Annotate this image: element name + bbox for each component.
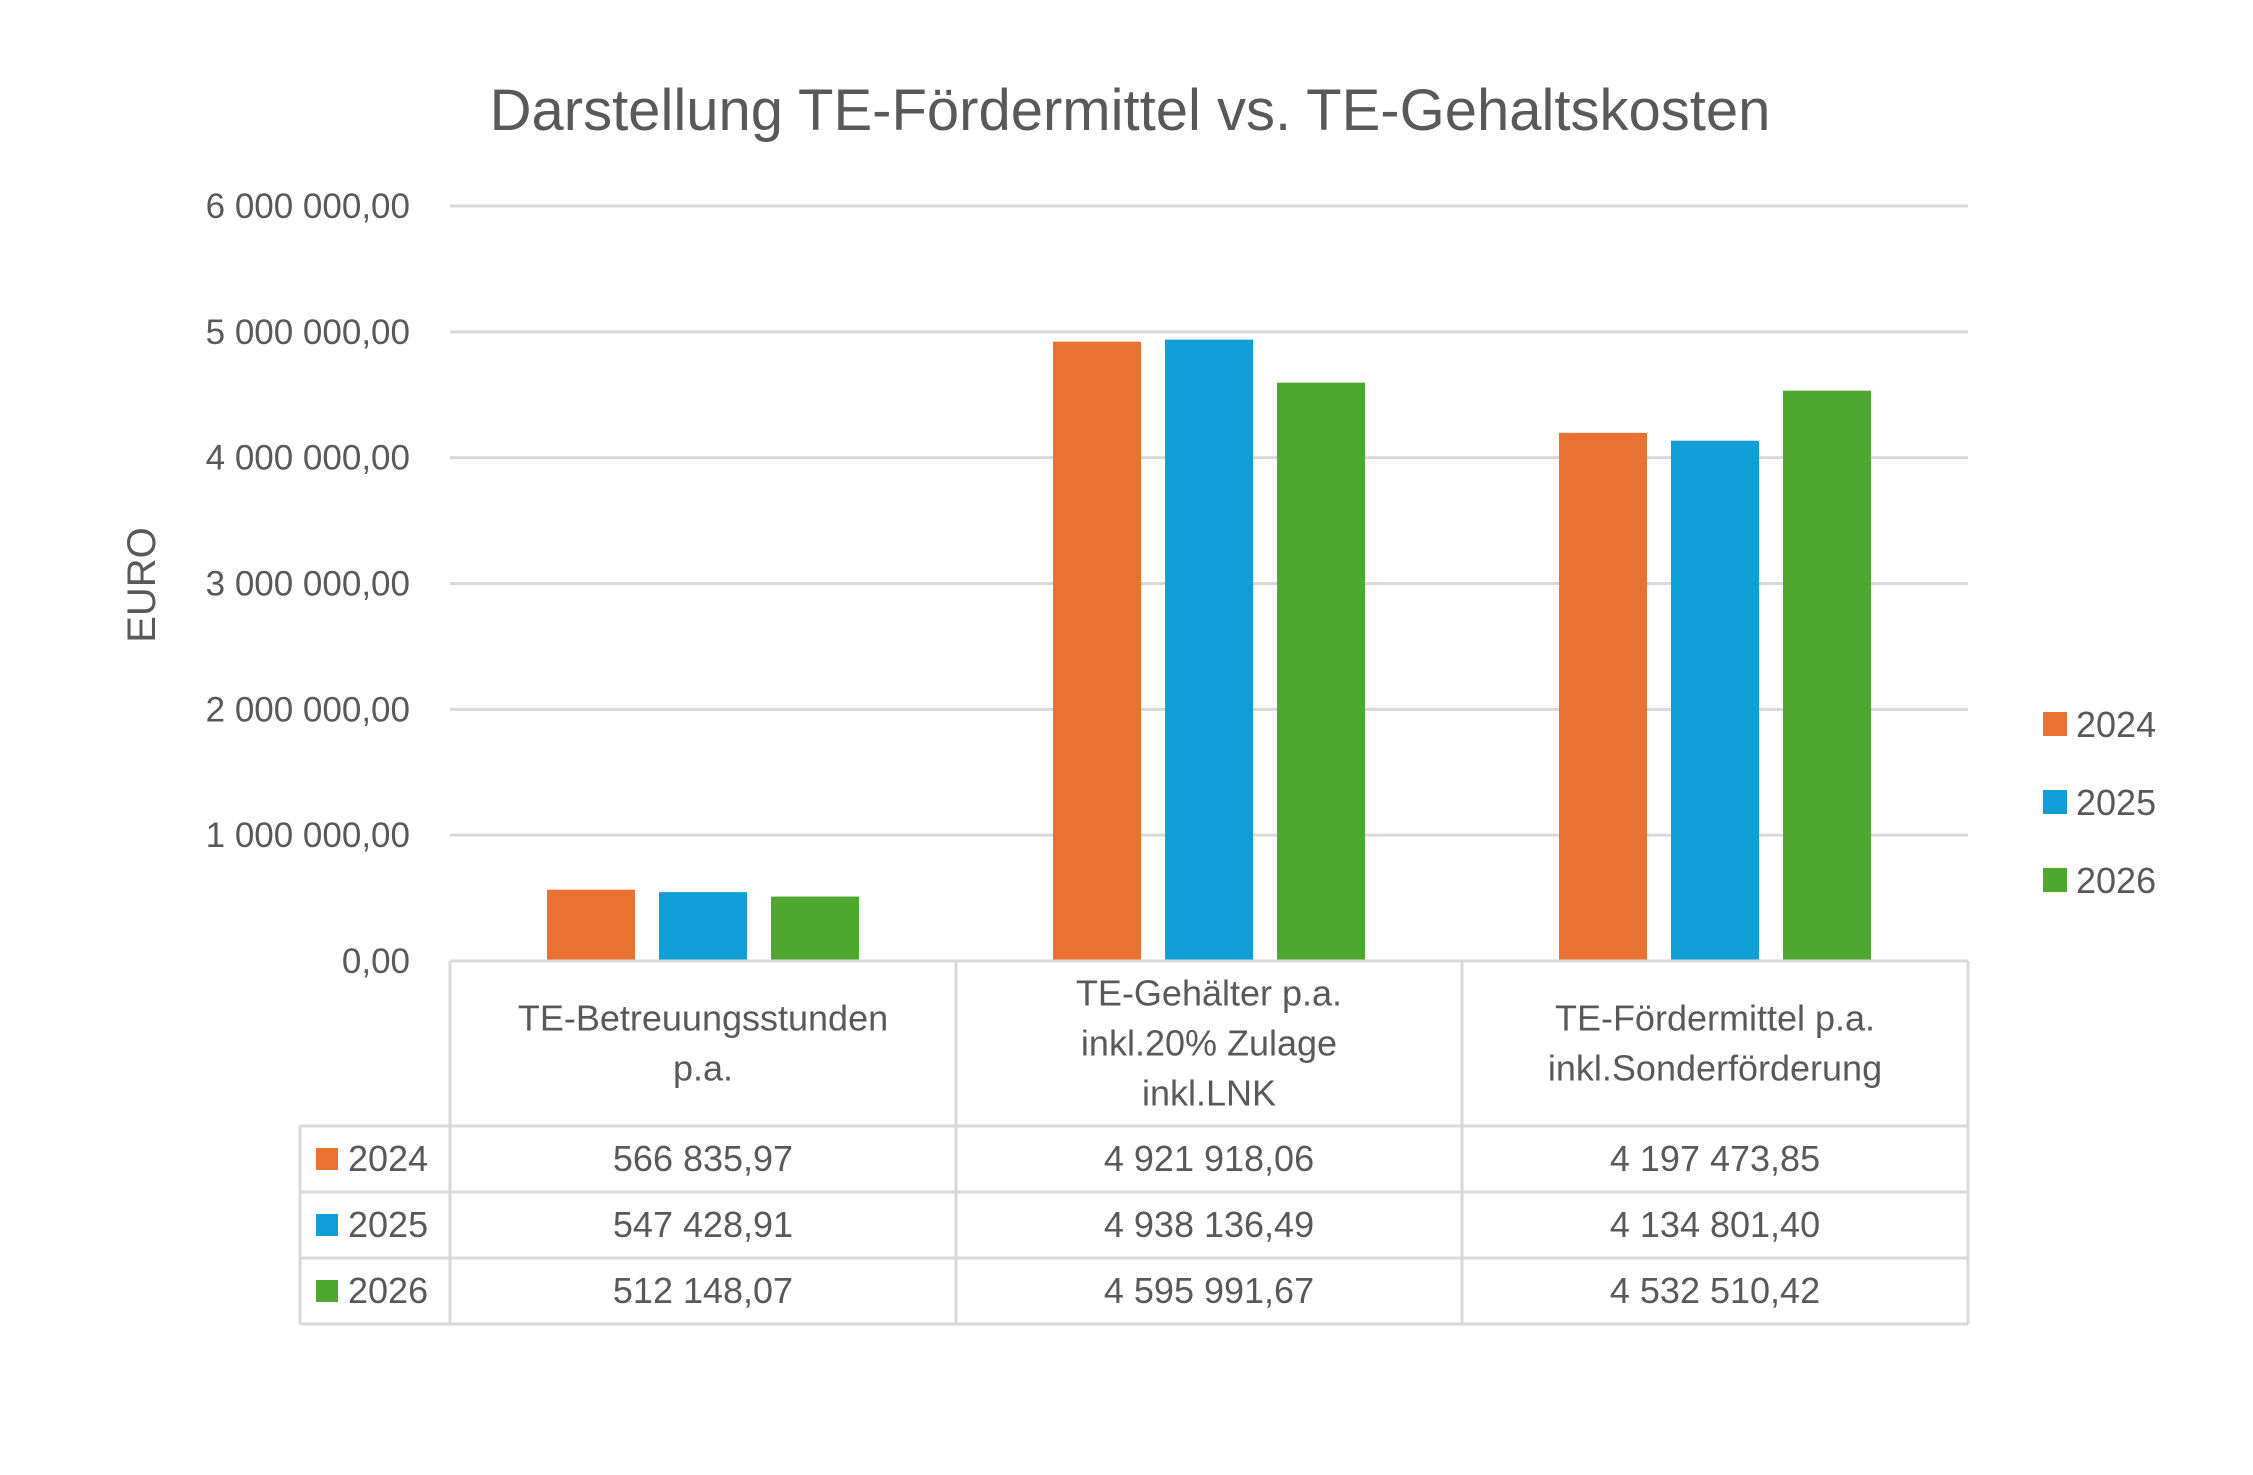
bar-2025-2 xyxy=(1165,339,1253,962)
bar-2024-2 xyxy=(1053,341,1141,961)
legend-key-2024 xyxy=(2043,712,2067,736)
bars xyxy=(547,339,1871,962)
category-label: inkl.LNK xyxy=(1142,1073,1276,1114)
bar-2026-2 xyxy=(1277,382,1365,962)
y-tick-label: 6 000 000,00 xyxy=(206,187,410,226)
legend-key-2025 xyxy=(2043,790,2067,814)
table-row-label: 2024 xyxy=(348,1138,428,1179)
table-cell: 566 835,97 xyxy=(613,1138,793,1179)
y-tick-label: 3 000 000,00 xyxy=(206,565,410,604)
bar-2026-1 xyxy=(771,896,859,961)
y-tick-label: 2 000 000,00 xyxy=(206,690,410,729)
category-label: TE-Betreuungsstunden xyxy=(518,998,888,1039)
data-table: TE-Betreuungsstunden p.a. TE-Gehälter p.a.… xyxy=(298,959,1970,1326)
table-legend-key-2025 xyxy=(316,1214,338,1236)
category-label: TE-Fördermittel p.a. xyxy=(1555,998,1875,1039)
legend-label: 2025 xyxy=(2076,782,2156,823)
y-axis-label: EURO xyxy=(120,527,164,643)
bar-2025-1 xyxy=(659,892,747,961)
bar-2026-3 xyxy=(1783,390,1871,961)
table-legend-key-2024 xyxy=(316,1148,338,1170)
table-cell: 4 197 473,85 xyxy=(1610,1138,1820,1179)
category-label: inkl.Sonderförderung xyxy=(1548,1048,1882,1089)
bar-2024-1 xyxy=(547,889,635,961)
y-axis-ticks: 0,00 1 000 000,00 2 000 000,00 3 000 000,00… xyxy=(206,187,410,981)
table-cell: 4 532 510,42 xyxy=(1610,1270,1820,1311)
table-cell: 4 134 801,40 xyxy=(1610,1204,1820,1245)
table-cell: 547 428,91 xyxy=(613,1204,793,1245)
table-row-label: 2026 xyxy=(348,1270,428,1311)
table-cell: 512 148,07 xyxy=(613,1270,793,1311)
bar-2025-3 xyxy=(1671,440,1759,961)
y-tick-label: 5 000 000,00 xyxy=(206,313,410,352)
y-tick-label: 1 000 000,00 xyxy=(206,816,410,855)
category-label: p.a. xyxy=(673,1048,733,1089)
legend-label: 2026 xyxy=(2076,860,2156,901)
table-cell: 4 595 991,67 xyxy=(1104,1270,1314,1311)
table-row-label: 2025 xyxy=(348,1204,428,1245)
chart-title: Darstellung TE-Fördermittel vs. TE-Gehal… xyxy=(490,78,1771,143)
y-tick-label: 4 000 000,00 xyxy=(206,439,410,478)
category-label: inkl.20% Zulage xyxy=(1081,1023,1337,1064)
category-label: TE-Gehälter p.a. xyxy=(1076,973,1342,1014)
bar-2024-3 xyxy=(1559,432,1647,961)
legend-key-2026 xyxy=(2043,868,2067,892)
table-cell: 4 938 136,49 xyxy=(1104,1204,1314,1245)
table-legend-key-2026 xyxy=(316,1280,338,1302)
table-cell: 4 921 918,06 xyxy=(1104,1138,1314,1179)
legend-label: 2024 xyxy=(2076,704,2156,745)
legend: 2024 2025 2026 xyxy=(2043,704,2156,901)
y-tick-label: 0,00 xyxy=(342,942,410,981)
